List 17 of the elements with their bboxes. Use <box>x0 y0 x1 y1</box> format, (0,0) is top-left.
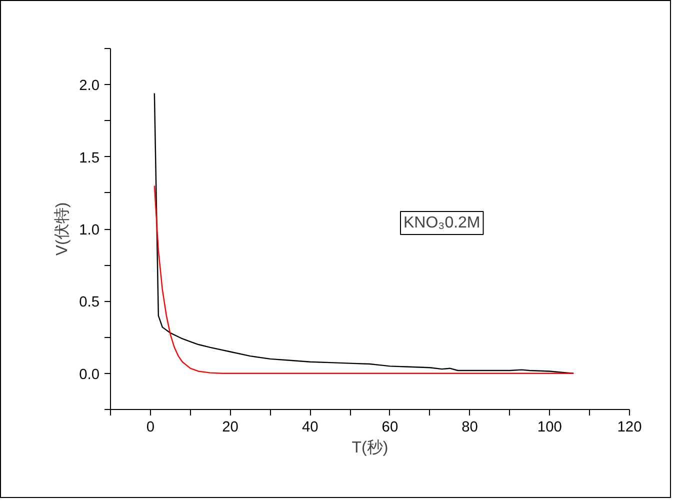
y-tick-label: 1.0 <box>79 222 100 238</box>
y-tick-label: 0.5 <box>79 294 100 311</box>
x-tick-label: 0 <box>146 420 155 436</box>
x-tick-label: 60 <box>382 420 398 436</box>
y-tick-label: 0.0 <box>79 366 100 383</box>
x-tick-label: 100 <box>537 420 562 436</box>
x-tick-label: 80 <box>462 420 478 436</box>
x-tick-label: 40 <box>302 420 318 436</box>
x-axis-title: T(秒) <box>352 438 388 456</box>
line-series <box>154 185 574 374</box>
y-tick-label: 2.0 <box>79 78 100 94</box>
y-axis-title: V(伏特) <box>53 202 72 256</box>
x-tick-label: 20 <box>222 420 238 436</box>
x-tick-label: 120 <box>617 420 642 436</box>
line-series <box>154 92 574 374</box>
y-tick-label: 1.5 <box>79 150 100 166</box>
annotation: KNO₃0.2M <box>404 214 480 232</box>
